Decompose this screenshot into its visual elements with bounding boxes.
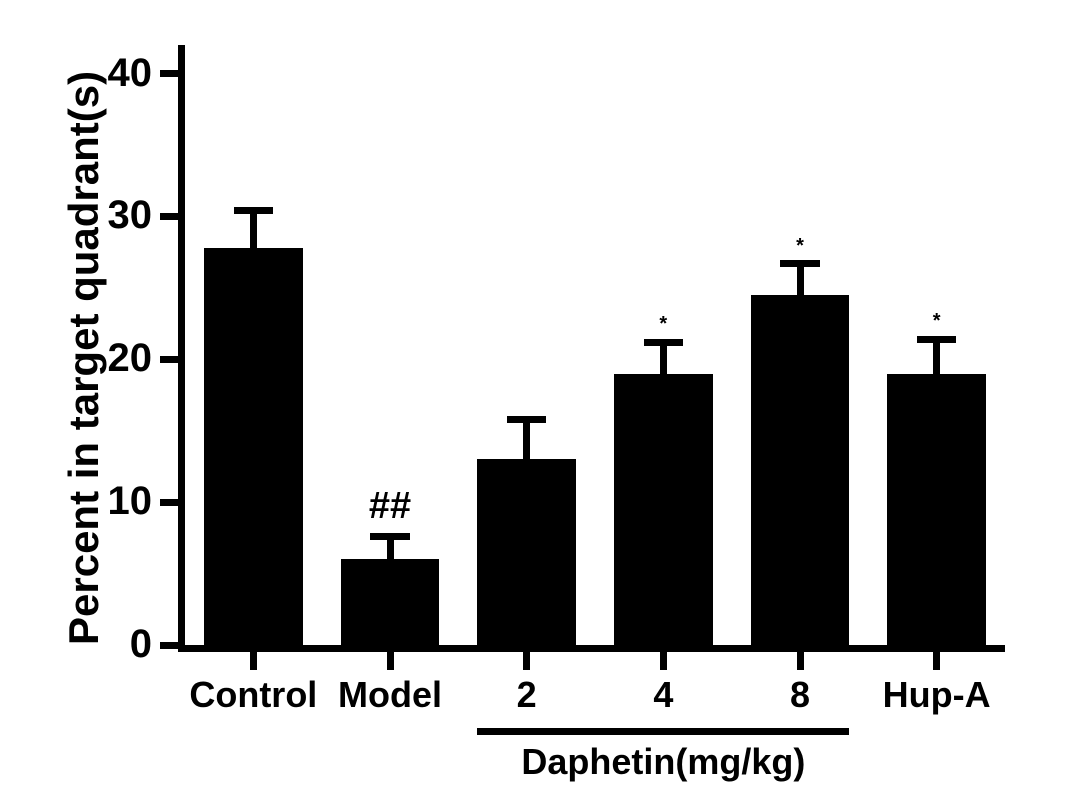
x-tick xyxy=(387,652,394,670)
x-tick xyxy=(523,652,530,670)
significance-marker: ## xyxy=(330,485,450,528)
error-bar-stem xyxy=(523,419,530,459)
y-tick xyxy=(160,642,178,649)
group-label: Daphetin(mg/kg) xyxy=(521,741,805,783)
x-tick-label: Control xyxy=(185,674,322,716)
y-tick xyxy=(160,356,178,363)
bar xyxy=(204,248,302,645)
y-tick-label: 30 xyxy=(108,193,153,238)
x-tick-label: 2 xyxy=(458,674,595,716)
error-bar-stem xyxy=(250,211,257,248)
error-bar-cap xyxy=(917,336,956,343)
significance-marker: * xyxy=(740,235,860,258)
error-bar-stem xyxy=(933,339,940,373)
y-tick xyxy=(160,70,178,77)
significance-marker: * xyxy=(877,310,997,333)
error-bar-cap xyxy=(234,207,273,214)
bar xyxy=(751,295,849,645)
error-bar-cap xyxy=(507,416,546,423)
error-bar-stem xyxy=(660,342,667,373)
error-bar-cap xyxy=(644,339,683,346)
error-bar-cap xyxy=(370,533,409,540)
y-tick xyxy=(160,213,178,220)
y-tick-label: 0 xyxy=(130,622,152,667)
significance-marker: * xyxy=(603,313,723,336)
error-bar-stem xyxy=(797,264,804,295)
y-tick-label: 20 xyxy=(108,336,153,381)
bar xyxy=(887,374,985,645)
group-underline xyxy=(477,728,849,735)
y-tick xyxy=(160,499,178,506)
error-bar-cap xyxy=(780,260,819,267)
x-tick xyxy=(933,652,940,670)
x-tick-label: 4 xyxy=(595,674,732,716)
bar xyxy=(614,374,712,645)
x-tick-label: Model xyxy=(322,674,459,716)
y-tick-label: 10 xyxy=(108,479,153,524)
x-tick-label: Hup-A xyxy=(868,674,1005,716)
x-tick xyxy=(660,652,667,670)
bar xyxy=(477,459,575,645)
bar-chart: 0 10 20 30 40Percent in target quadrant(s) Co… xyxy=(0,0,1065,802)
x-tick xyxy=(797,652,804,670)
bar xyxy=(341,559,439,645)
y-tick-label: 40 xyxy=(108,51,153,96)
x-tick-label: 8 xyxy=(732,674,869,716)
y-axis-label: Percent in target quadrant(s) xyxy=(60,71,108,645)
x-tick xyxy=(250,652,257,670)
